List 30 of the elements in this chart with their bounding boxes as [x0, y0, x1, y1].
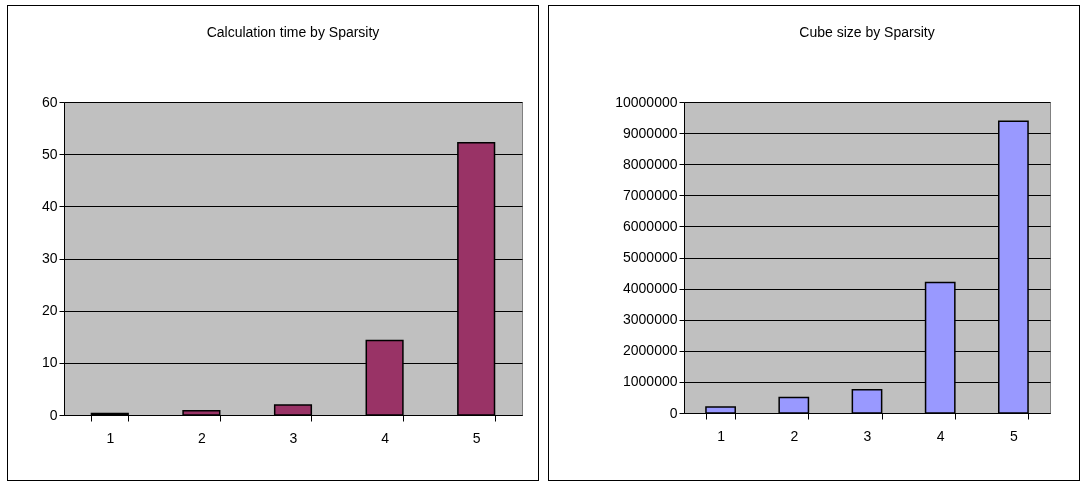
x-tick-label: 4 — [936, 427, 945, 444]
x-tick-label: 2 — [790, 427, 799, 444]
y-tick-label: 1000000 — [622, 373, 678, 390]
y-tick-label: 0 — [49, 406, 58, 423]
x-tick-label: 3 — [289, 429, 298, 446]
x-tick-label: 5 — [1010, 427, 1018, 444]
y-tick-label: 7000000 — [622, 186, 678, 203]
x-tick-label: 2 — [198, 429, 206, 446]
y-tick-label: 10000000 — [615, 93, 678, 110]
x-tick-label: 4 — [381, 429, 390, 446]
y-tick-label: 4000000 — [622, 280, 678, 297]
x-tick-label: 5 — [472, 429, 481, 446]
chart-title: Cube size by Sparsity — [799, 24, 935, 40]
y-tick-label: 9000000 — [622, 124, 678, 141]
x-tick-label: 1 — [106, 429, 115, 446]
y-tick-label: 40 — [41, 197, 58, 214]
y-tick-label: 8000000 — [622, 155, 678, 172]
y-tick-label: 50 — [41, 145, 58, 162]
y-tick-label: 5000000 — [622, 249, 678, 265]
y-tick-label: 30 — [41, 250, 58, 266]
y-tick-label: 0 — [669, 404, 678, 421]
y-tick-label: 2000000 — [622, 342, 678, 359]
y-tick-label: 10 — [41, 354, 58, 371]
y-tick-label: 3000000 — [622, 311, 678, 328]
y-tick-label: 6000000 — [622, 217, 678, 234]
x-tick-label: 1 — [717, 427, 726, 444]
y-tick-label: 60 — [41, 93, 58, 110]
y-tick-label: 20 — [41, 302, 58, 319]
x-tick-label: 3 — [863, 427, 872, 444]
chart-title: Calculation time by Sparsity — [206, 24, 380, 40]
